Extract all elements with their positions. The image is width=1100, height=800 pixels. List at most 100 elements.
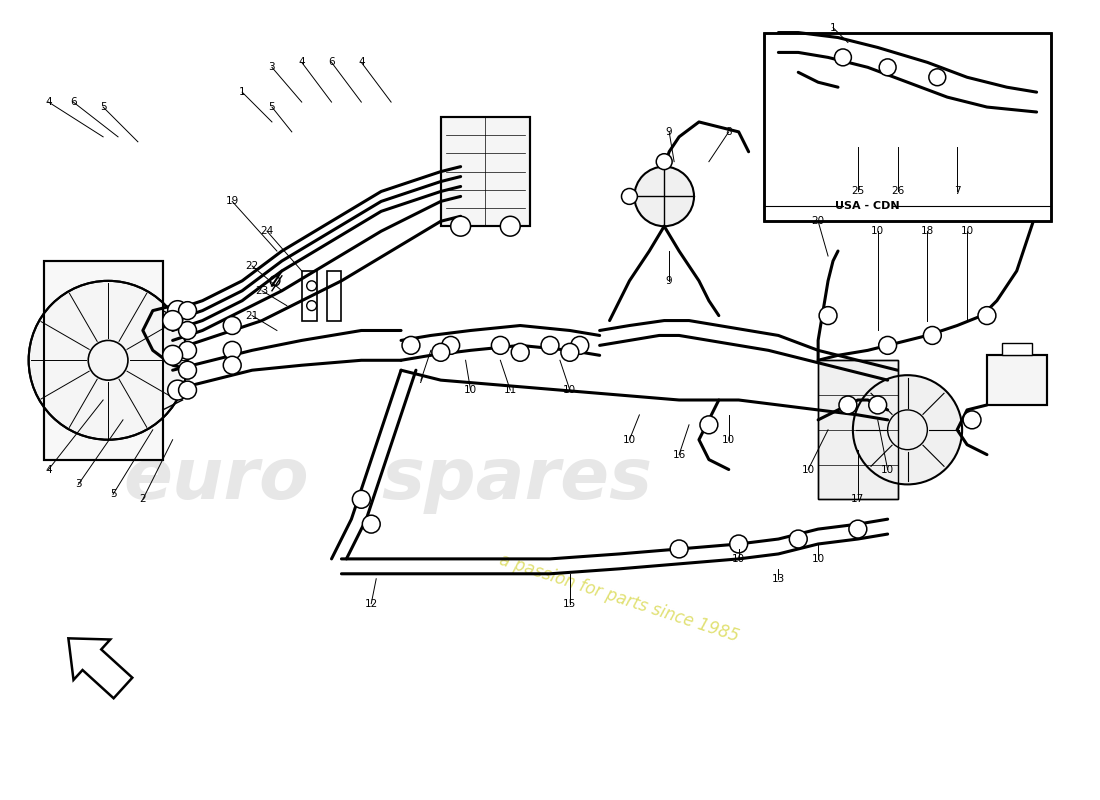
Circle shape [820, 306, 837, 325]
Circle shape [879, 337, 896, 354]
Text: 24: 24 [261, 226, 274, 236]
Circle shape [790, 530, 807, 548]
Circle shape [167, 301, 187, 321]
Circle shape [223, 317, 241, 334]
Text: 10: 10 [802, 465, 815, 474]
Circle shape [928, 69, 946, 86]
Text: 9: 9 [666, 276, 672, 286]
Text: 3: 3 [75, 479, 81, 490]
Bar [763, 33, 1052, 222]
Text: 3: 3 [268, 62, 275, 72]
Text: 10: 10 [871, 226, 884, 236]
Text: 22: 22 [245, 261, 258, 271]
Text: 25: 25 [851, 186, 865, 197]
Bar [818, 360, 898, 499]
Text: 12: 12 [364, 598, 378, 609]
Text: 10: 10 [563, 385, 576, 395]
Circle shape [879, 59, 896, 76]
Bar [818, 360, 898, 499]
Circle shape [178, 302, 197, 319]
Circle shape [964, 411, 981, 429]
Bar [327, 271, 341, 321]
Text: 10: 10 [623, 434, 636, 445]
Circle shape [869, 396, 887, 414]
Text: 5: 5 [100, 102, 107, 112]
Text: 7: 7 [954, 186, 960, 197]
Text: a passion for parts since 1985: a passion for parts since 1985 [497, 551, 741, 646]
Circle shape [402, 337, 420, 354]
Circle shape [923, 326, 942, 344]
Circle shape [362, 515, 381, 533]
Text: 10: 10 [881, 465, 894, 474]
Text: 5: 5 [110, 490, 117, 499]
Bar [44, 261, 163, 459]
Circle shape [223, 342, 241, 359]
Text: 6: 6 [328, 58, 334, 67]
Text: 13: 13 [772, 574, 785, 584]
Text: spares: spares [382, 445, 652, 514]
Circle shape [729, 535, 748, 553]
Bar [987, 355, 1046, 405]
Bar [987, 355, 1046, 405]
Circle shape [492, 337, 509, 354]
Circle shape [178, 342, 197, 359]
Circle shape [670, 540, 688, 558]
Circle shape [635, 166, 694, 226]
Text: 23: 23 [255, 286, 268, 296]
Text: 9: 9 [666, 127, 672, 137]
Circle shape [541, 337, 559, 354]
Circle shape [657, 154, 672, 170]
Text: 4: 4 [298, 58, 305, 67]
Bar [301, 271, 317, 321]
Text: 21: 21 [245, 310, 258, 321]
Circle shape [163, 346, 183, 366]
Circle shape [978, 306, 996, 325]
Circle shape [571, 337, 588, 354]
Circle shape [163, 310, 183, 330]
Text: 10: 10 [960, 226, 974, 236]
Circle shape [561, 343, 579, 362]
Text: 10: 10 [464, 385, 477, 395]
Text: 1: 1 [239, 87, 245, 97]
Bar [441, 117, 530, 226]
Text: 10: 10 [733, 554, 745, 564]
Bar [1002, 343, 1032, 355]
Text: 20: 20 [812, 216, 825, 226]
Text: 18: 18 [921, 226, 934, 236]
Circle shape [178, 362, 197, 379]
Circle shape [442, 337, 460, 354]
Text: 5: 5 [268, 102, 275, 112]
Text: 26: 26 [891, 186, 904, 197]
Text: 2: 2 [140, 494, 146, 504]
Circle shape [451, 216, 471, 236]
Text: euro: euro [123, 445, 309, 514]
Text: 19: 19 [226, 196, 239, 206]
Text: 10: 10 [812, 554, 825, 564]
Text: 17: 17 [851, 494, 865, 504]
Text: 11: 11 [504, 385, 517, 395]
Circle shape [852, 375, 962, 485]
Text: USA - CDN: USA - CDN [836, 202, 900, 211]
Text: 8: 8 [725, 127, 733, 137]
Circle shape [500, 216, 520, 236]
Bar [44, 261, 163, 459]
Circle shape [178, 322, 197, 339]
Circle shape [839, 396, 857, 414]
Text: 10: 10 [723, 434, 735, 445]
Text: 1: 1 [829, 22, 836, 33]
Circle shape [223, 356, 241, 374]
Text: 16: 16 [672, 450, 685, 460]
Circle shape [167, 380, 187, 400]
Circle shape [352, 490, 371, 508]
Circle shape [432, 343, 450, 362]
Circle shape [849, 520, 867, 538]
Text: 4: 4 [45, 97, 52, 107]
Text: 4: 4 [45, 465, 52, 474]
Bar [441, 117, 530, 226]
Text: 7: 7 [418, 375, 425, 385]
Circle shape [621, 189, 637, 204]
Circle shape [512, 343, 529, 362]
Circle shape [700, 416, 718, 434]
Circle shape [835, 49, 851, 66]
Bar [763, 33, 1052, 222]
